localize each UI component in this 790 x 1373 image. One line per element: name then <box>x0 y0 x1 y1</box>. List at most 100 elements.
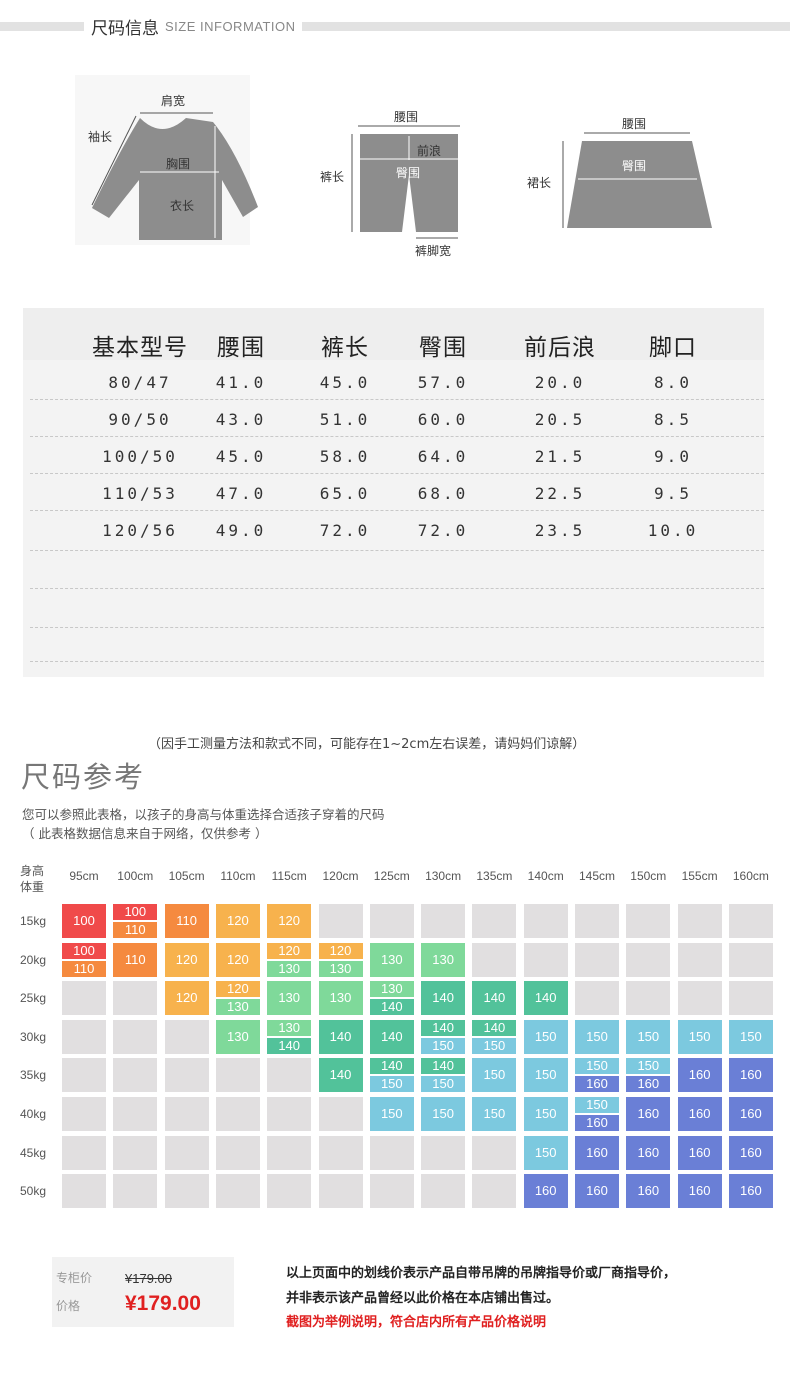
size-cell <box>421 1135 466 1170</box>
size-cell-value: 150 <box>421 1037 466 1054</box>
size-cell <box>215 1174 260 1209</box>
table-divider <box>30 473 764 474</box>
label-pants-hip: 臀围 <box>396 166 421 180</box>
size-cell <box>215 1135 260 1170</box>
size-cell: 140 150 <box>421 1058 466 1093</box>
size-cell <box>164 1174 209 1209</box>
height-column-label: 100cm <box>117 869 154 883</box>
size-cell-value: 130 <box>267 960 312 977</box>
size-cell <box>215 1058 260 1093</box>
size-cell: 140 150 <box>369 1058 414 1093</box>
size-cell <box>267 1097 312 1131</box>
corner-weight-label: 体重 <box>20 880 45 894</box>
section-title: 尺码信息 <box>91 19 159 39</box>
size-table-cell: 49.0 <box>215 521 267 540</box>
disclaimer-line-2: 并非表示该产品曾经以此价格在本店铺出售过。 <box>286 1291 560 1306</box>
size-cell-value: 150 <box>523 1058 568 1093</box>
size-table-cell: 100/50 <box>102 447 178 466</box>
size-cell: 120 130 <box>318 942 363 977</box>
size-table-row: 90/50 43.0 51.0 60.0 20.5 8.5 <box>23 400 764 437</box>
size-table-cell: 10.0 <box>647 521 699 540</box>
size-cell-value: 140 <box>369 1058 414 1075</box>
size-cell-value: 140 <box>421 981 466 1016</box>
size-table-cell: 45.0 <box>319 373 371 392</box>
counter-price-label: 专柜价 <box>56 1271 93 1285</box>
size-cell <box>472 904 517 938</box>
size-cell: 160 <box>677 1097 722 1131</box>
height-column-label: 135cm <box>476 869 513 883</box>
size-cell-value: 150 <box>369 1097 414 1131</box>
size-cell: 120 <box>164 942 209 977</box>
size-cell: 160 <box>677 1058 722 1093</box>
size-table-cell: 41.0 <box>215 373 267 392</box>
height-column-label: 125cm <box>373 869 410 883</box>
size-cell-value: 150 <box>626 1019 671 1054</box>
size-cell <box>318 1174 363 1209</box>
size-table-cell: 60.0 <box>417 410 469 429</box>
size-table-cell: 90/50 <box>108 410 172 429</box>
weight-row-label: 30kg <box>20 1029 47 1044</box>
size-cell <box>113 1174 158 1209</box>
size-cell: 150 <box>728 1019 773 1054</box>
size-table-cell: 8.5 <box>654 410 692 429</box>
size-table-cell: 68.0 <box>417 484 469 503</box>
size-table-cell: 8.0 <box>654 373 692 392</box>
size-table-header: 基本型号 腰围 裤长 臀围 前后浪 脚口 <box>23 308 764 361</box>
size-cell <box>62 981 106 1016</box>
size-cell-value: 150 <box>626 1058 671 1075</box>
size-cell-value: 160 <box>677 1058 722 1093</box>
size-cell <box>113 981 158 1016</box>
size-cell <box>318 1135 363 1170</box>
section-subtitle: SIZE INFORMATION <box>165 19 296 34</box>
height-column-label: 150cm <box>630 869 667 883</box>
height-column-label: 160cm <box>732 869 769 883</box>
reference-source: （ 此表格数据信息来自于网络，仅供参考 ） <box>22 826 268 841</box>
weight-row-label: 40kg <box>20 1107 47 1121</box>
size-cell <box>728 904 773 938</box>
size-table-header-cell: 裤长 <box>321 335 369 361</box>
grid-corner-label: 身高 体重 <box>20 863 44 895</box>
size-cell: 140 <box>523 981 568 1016</box>
size-cell-value: 150 <box>472 1058 517 1093</box>
size-cell-value: 140 <box>472 981 517 1016</box>
size-table-header-cell: 基本型号 <box>92 335 188 361</box>
size-cell-value: 130 <box>215 999 260 1016</box>
size-cell <box>626 904 671 938</box>
size-cell <box>113 1135 158 1170</box>
weight-row-label: 25kg <box>20 991 47 1006</box>
size-cell-value: 140 <box>369 1019 414 1054</box>
size-cell <box>472 942 517 977</box>
table-divider <box>30 627 764 628</box>
label-shoulder: 肩宽 <box>161 94 186 108</box>
size-cell <box>369 1174 414 1209</box>
label-chest: 胸围 <box>166 157 191 171</box>
size-cell-value: 160 <box>728 1174 773 1209</box>
size-cell <box>62 1019 106 1054</box>
size-cell-value: 160 <box>728 1135 773 1170</box>
size-cell-value: 160 <box>575 1115 619 1131</box>
size-table-cell: 23.5 <box>534 521 586 540</box>
size-cell-value: 150 <box>369 1076 414 1093</box>
size-cell <box>113 1097 158 1131</box>
size-cell: 130 140 <box>267 1019 312 1054</box>
price-box: 专柜价 ¥179.00 价格 ¥179.00 <box>52 1257 234 1327</box>
size-table-header-cell: 腰围 <box>217 335 265 361</box>
size-cell-value: 110 <box>113 922 158 938</box>
size-table-cell: 120/56 <box>102 521 178 540</box>
size-cell-value: 160 <box>626 1135 671 1170</box>
size-cell <box>267 1135 312 1170</box>
size-cell-value: 120 <box>267 904 312 938</box>
label-pants-length: 裤长 <box>320 170 345 184</box>
size-cell-value: 150 <box>677 1019 722 1054</box>
size-cell-value: 140 <box>318 1058 363 1093</box>
size-table-cell: 20.5 <box>534 410 586 429</box>
size-cell-value: 160 <box>677 1174 722 1209</box>
size-cell <box>267 1174 312 1209</box>
size-cell: 160 <box>728 1097 773 1131</box>
size-cell <box>472 1174 517 1209</box>
size-cell: 150 <box>472 1097 517 1131</box>
size-cell-value: 150 <box>421 1076 466 1093</box>
size-cell-value: 110 <box>113 942 158 977</box>
label-length: 衣长 <box>170 199 195 213</box>
